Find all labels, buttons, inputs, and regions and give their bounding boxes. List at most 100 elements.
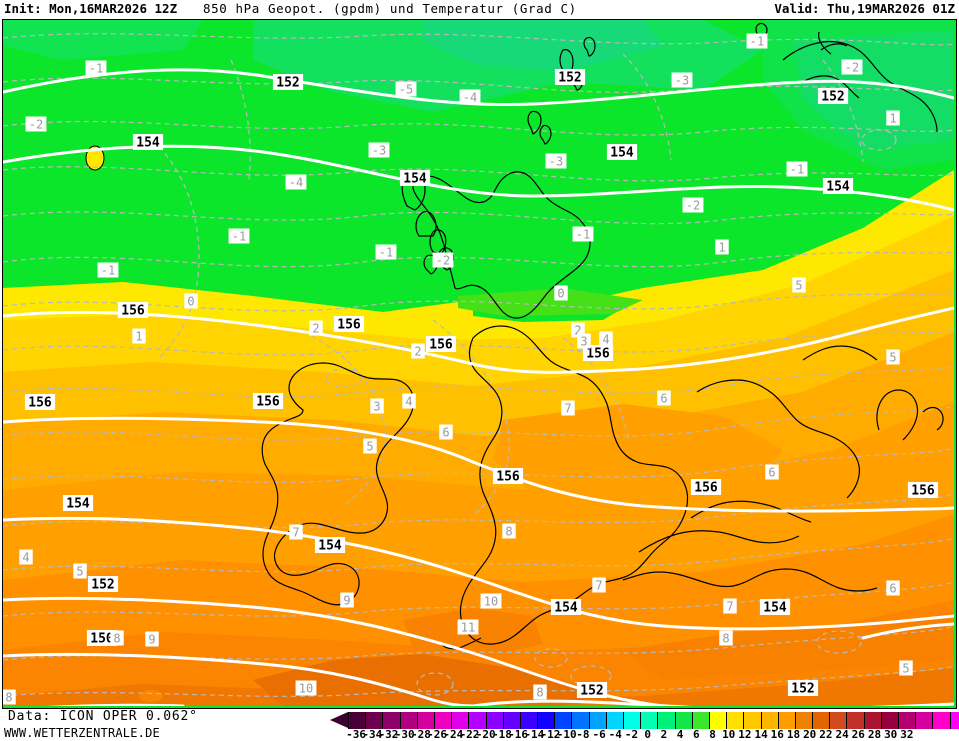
website-label[interactable]: WWW.WETTERZENTRALE.DE [4, 726, 160, 740]
weather-map-canvas[interactable]: 152 152 152 154 154 154 154 156 156 156 156 156 156 1… [2, 19, 957, 709]
colorbar-swatch [383, 712, 401, 729]
svg-text:10: 10 [484, 594, 498, 608]
temperature-contour-label: 10 [295, 680, 317, 696]
temperature-contour-label: -3 [368, 142, 390, 158]
colorbar-swatch [658, 712, 676, 729]
colorbar-swatch [744, 712, 762, 729]
svg-text:-2: -2 [29, 117, 43, 131]
svg-text:156: 156 [121, 304, 145, 319]
colorbar-tick-label: 24 [835, 728, 849, 741]
colorbar-tick-label: -18 [491, 728, 512, 741]
svg-text:4: 4 [602, 332, 609, 346]
temperature-contour-label: -1 [746, 33, 768, 49]
colorbar-tick-label: 6 [692, 728, 700, 741]
svg-text:-1: -1 [750, 34, 764, 48]
colorbar-swatch [847, 712, 865, 729]
temperature-contour-label: 5 [899, 660, 913, 676]
svg-text:-4: -4 [289, 175, 303, 189]
valid-time-label: Valid: Thu,19MAR2026 01Z [774, 1, 955, 16]
svg-text:-1: -1 [379, 245, 393, 259]
svg-text:156: 156 [28, 396, 52, 411]
temperature-contour-label: -1 [228, 228, 250, 244]
svg-text:152: 152 [580, 684, 603, 699]
geopotential-contour-label: 156 [582, 345, 614, 362]
svg-text:10: 10 [299, 681, 313, 695]
geopotential-contour-label: 154 [606, 144, 638, 161]
temperature-contour-label: 5 [363, 438, 377, 454]
svg-text:156: 156 [429, 338, 453, 353]
colorbar-swatch [933, 712, 951, 729]
svg-text:-3: -3 [675, 73, 689, 87]
svg-text:7: 7 [726, 599, 733, 613]
colorbar-tick-label: 10 [722, 728, 736, 741]
temperature-contour-label: 10 [480, 593, 502, 609]
svg-text:5: 5 [889, 350, 896, 364]
svg-text:152: 152 [91, 578, 114, 593]
geopotential-contour-label: 156 [907, 482, 939, 499]
colorbar-swatch [916, 712, 934, 729]
colorbar-swatch [727, 712, 745, 729]
colorbar-swatches [348, 712, 959, 729]
geopotential-contour-label: 156 [690, 479, 722, 496]
svg-text:150: 150 [90, 632, 114, 647]
geopotential-contour-label: 156 [425, 336, 457, 353]
svg-text:5: 5 [902, 661, 909, 675]
colorbar-swatch [366, 712, 384, 729]
svg-text:3: 3 [580, 334, 587, 348]
svg-text:-2: -2 [686, 198, 700, 212]
colorbar-tick-label: -28 [410, 728, 431, 741]
colorbar-swatch [624, 712, 642, 729]
colorbar-swatch [452, 712, 470, 729]
colorbar-tick-label: 0 [644, 728, 651, 741]
colorbar-tick-label: 14 [754, 728, 768, 741]
temperature-contour-label: 6 [765, 464, 779, 480]
svg-text:156: 156 [694, 481, 718, 496]
colorbar-tick-label: -8 [576, 728, 590, 741]
colorbar-swatch [486, 712, 504, 729]
temperature-contour-label: 0 [184, 293, 198, 309]
svg-text:156: 156 [256, 395, 280, 410]
temperature-fill-layer [3, 20, 954, 706]
temperature-contour-label: 7 [592, 577, 606, 593]
temperature-contour-label: -5 [395, 81, 417, 97]
svg-text:7: 7 [564, 401, 571, 415]
geopotential-contour-label: 154 [399, 170, 431, 187]
temperature-contour-label: 6 [657, 390, 671, 406]
colorbar-tick-label: 32 [900, 728, 914, 741]
colorbar-tick-label: 12 [738, 728, 752, 741]
temperature-contour-label: 1 [715, 239, 729, 255]
colorbar-swatch [417, 712, 435, 729]
svg-text:156: 156 [496, 470, 520, 485]
geopotential-contour-label: 152 [272, 74, 304, 91]
svg-text:154: 154 [554, 601, 578, 616]
svg-text:1: 1 [889, 111, 896, 125]
geopotential-contour-label: 152 [554, 69, 586, 86]
svg-text:6: 6 [889, 581, 896, 595]
svg-text:9: 9 [148, 632, 155, 646]
colorbar-tick-label: -32 [378, 728, 399, 741]
svg-text:156: 156 [586, 347, 610, 362]
svg-text:2: 2 [574, 323, 581, 337]
svg-text:152: 152 [558, 71, 581, 86]
svg-text:154: 154 [763, 601, 787, 616]
svg-text:4: 4 [22, 550, 29, 564]
data-source-label: Data: ICON OPER 0.062° [8, 709, 198, 724]
temperature-contour-label: 8 [719, 630, 733, 646]
geopotential-contour-label: 152 [576, 682, 608, 699]
colorbar-tick-label: -26 [427, 728, 448, 741]
svg-text:5: 5 [76, 564, 83, 578]
geopotential-contour-label: 152 [787, 680, 819, 697]
svg-text:154: 154 [66, 497, 90, 512]
colorbar-swatch [675, 712, 693, 729]
colorbar-swatch [881, 712, 899, 729]
temperature-contour-label: 1 [132, 328, 146, 344]
svg-text:1: 1 [135, 329, 142, 343]
svg-text:152: 152 [276, 76, 299, 91]
svg-text:-1: -1 [89, 61, 103, 75]
geopotential-contour-label: 154 [759, 599, 791, 616]
svg-text:1: 1 [718, 240, 725, 254]
colorbar-tick-label: -14 [524, 728, 545, 741]
svg-text:-1: -1 [790, 162, 804, 176]
